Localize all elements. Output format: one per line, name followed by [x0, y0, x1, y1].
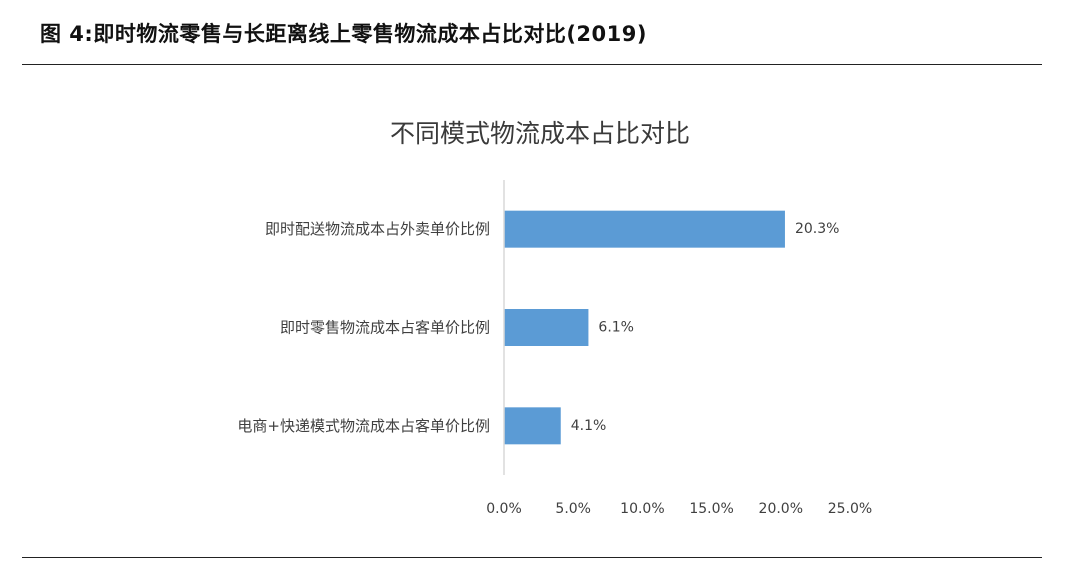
- bar-1: [504, 210, 785, 248]
- figure-caption: 图 4:即时物流零售与长距离线上零售物流成本占比对比(2019): [40, 22, 647, 46]
- category-label-3: 电商+快递模式物流成本占客单价比例: [237, 417, 490, 435]
- x-tick-label-1: 0.0%: [486, 501, 522, 517]
- x-tick-label-6: 25.0%: [828, 501, 872, 517]
- chart-title: 不同模式物流成本占比对比: [390, 119, 690, 148]
- x-tick-label-4: 15.0%: [689, 501, 733, 517]
- labels-layer: 即时配送物流成本占外卖单价比例 20.3% 即时零售物流成本占客单价比例 6.1% 电商…: [237, 220, 872, 517]
- bar-3: [504, 407, 561, 445]
- category-label-2: 即时零售物流成本占客单价比例: [280, 319, 490, 337]
- data-label-2: 6.1%: [598, 320, 634, 336]
- top-rule: [22, 64, 1042, 65]
- bar-2: [504, 309, 589, 346]
- bars-layer: [504, 210, 785, 445]
- bottom-rule: [22, 557, 1042, 558]
- x-tick-label-5: 20.0%: [759, 501, 803, 517]
- x-tick-label-2: 5.0%: [555, 501, 591, 517]
- category-label-1: 即时配送物流成本占外卖单价比例: [265, 220, 490, 238]
- x-tick-label-3: 10.0%: [620, 501, 664, 517]
- data-label-1: 20.3%: [795, 221, 839, 237]
- data-label-3: 4.1%: [571, 418, 607, 434]
